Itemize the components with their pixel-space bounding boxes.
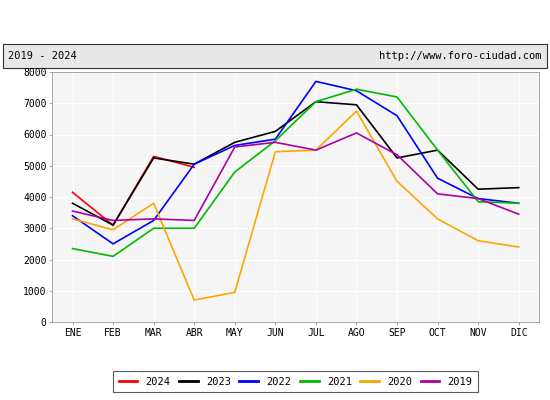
Text: 2019 - 2024: 2019 - 2024 [8,51,77,61]
Text: Evolucion Nº Turistas Nacionales en el municipio de el Puig de Santa María: Evolucion Nº Turistas Nacionales en el m… [12,14,538,28]
Legend: 2024, 2023, 2022, 2021, 2020, 2019: 2024, 2023, 2022, 2021, 2020, 2019 [113,371,478,392]
Text: http://www.foro-ciudad.com: http://www.foro-ciudad.com [379,51,542,61]
FancyBboxPatch shape [3,44,547,68]
